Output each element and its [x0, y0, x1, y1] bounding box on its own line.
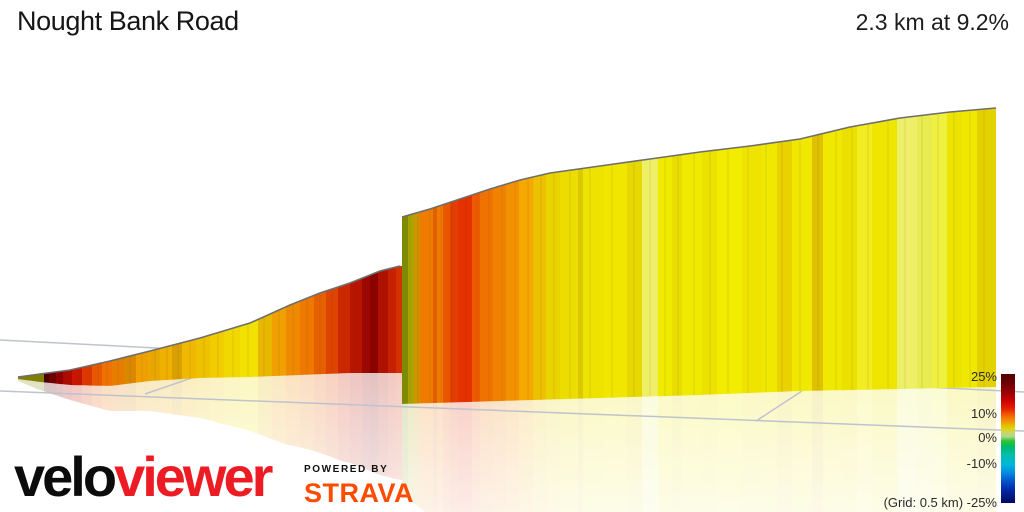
gradient-stripe — [388, 267, 396, 373]
gradient-stripe — [18, 373, 44, 383]
gradient-stripe — [872, 118, 897, 390]
gradient-stripe — [458, 195, 472, 403]
gradient-stripe — [546, 171, 560, 400]
veloviewer-logo-velo: velo — [14, 445, 117, 508]
legend-label: 0% — [978, 430, 997, 445]
gradient-stripe — [420, 208, 433, 404]
gradient-stripe — [450, 199, 458, 403]
legend-label: 25% — [970, 369, 997, 384]
legend-label: 10% — [970, 406, 997, 421]
gradient-stripe — [842, 125, 857, 391]
gradient-stripe — [493, 184, 506, 402]
gradient-stripe — [210, 330, 224, 378]
gradient-stripe — [172, 342, 182, 380]
gradient-stripe — [812, 133, 823, 391]
gradient-stripe — [378, 269, 388, 373]
gradient-stripe — [414, 211, 420, 404]
gradient-stripe — [506, 180, 519, 401]
page-title: Nought Bank Road — [17, 6, 239, 36]
gradient-stripe — [56, 370, 63, 385]
gradient-stripe — [437, 204, 443, 403]
gradient-legend-bar — [1001, 374, 1015, 503]
veloviewer-logo: veloviewer — [14, 449, 273, 505]
gradient-stripe — [792, 136, 812, 392]
gradient-stripe — [72, 367, 82, 386]
gradient-stripe — [160, 345, 172, 381]
gradient-stripe — [240, 319, 258, 378]
gradient-stripe — [49, 371, 56, 384]
profile-segment — [401, 107, 997, 404]
gradient-stripe — [658, 155, 672, 397]
gradient-stripe — [182, 339, 196, 380]
ground-grid-line — [755, 390, 803, 422]
gradient-stripe — [224, 326, 240, 378]
powered-by-label: POWERED BY — [304, 464, 389, 475]
gradient-stripe — [433, 206, 437, 404]
gradient-stripe — [272, 306, 286, 377]
gradient-stripe — [350, 278, 362, 373]
strava-attribution: POWERED BY STRAVA — [304, 464, 414, 509]
legend-label: -10% — [966, 456, 997, 471]
gradient-stripe — [396, 266, 402, 373]
gradient-stripe — [857, 123, 872, 390]
gradient-stripe — [300, 295, 314, 375]
gradient-stripe — [480, 188, 493, 402]
gradient-stripe — [112, 357, 124, 386]
gradient-stripe — [672, 154, 682, 396]
logo-background-blob — [0, 439, 425, 512]
gradient-stripe — [702, 150, 717, 395]
gradient-stripe — [823, 128, 842, 391]
gradient-stripe — [82, 365, 92, 386]
gradient-stripe — [402, 215, 408, 404]
gradient-stripe — [627, 160, 642, 398]
gradient-stripe — [777, 140, 792, 392]
gradient-stripe — [443, 202, 450, 403]
gradient-stripe — [196, 335, 210, 379]
gradient-stripe — [408, 213, 414, 404]
strava-logo: STRAVA — [304, 478, 414, 508]
gradient-stripe — [742, 144, 762, 394]
gradient-stripe — [560, 169, 578, 400]
gradient-stripe — [583, 165, 604, 399]
gradient-stripe — [362, 275, 370, 373]
gradient-stripe — [682, 151, 702, 396]
gradient-stripe — [917, 114, 932, 389]
legend-label: (Grid: 0.5 km) -25% — [883, 495, 997, 510]
gradient-stripe — [962, 109, 977, 388]
gradient-stripe — [102, 360, 112, 386]
gradient-stripe — [314, 291, 326, 375]
gradient-stripe — [472, 192, 480, 402]
gradient-stripe — [977, 108, 996, 388]
gradient-stripe — [642, 157, 658, 397]
gradient-stripe — [717, 147, 742, 395]
gradient-stripe — [370, 271, 378, 373]
profile-segment — [17, 265, 402, 386]
gradient-stripe — [124, 354, 136, 385]
gradient-stripe — [338, 283, 350, 374]
ground-grid-line — [0, 390, 1024, 432]
gradient-stripe — [519, 177, 533, 401]
gradient-stripe — [578, 168, 583, 399]
gradient-stripe — [258, 313, 272, 377]
veloviewer-logo-viewer: viewer — [114, 445, 273, 508]
gradient-stripe — [947, 111, 962, 388]
gradient-stripe — [604, 162, 627, 398]
climb-summary: 2.3 km at 9.2% — [855, 9, 1009, 35]
gradient-stripe — [897, 116, 917, 390]
gradient-stripe — [63, 369, 72, 386]
gradient-stripe — [326, 287, 338, 374]
profile-top-outline — [17, 265, 401, 378]
gradient-stripe — [286, 301, 300, 376]
gradient-stripe — [762, 142, 777, 393]
gradient-stripe — [932, 112, 947, 389]
gradient-stripe — [136, 351, 148, 383]
gradient-stripe — [92, 362, 102, 386]
gradient-stripe — [533, 173, 546, 400]
gradient-stripe — [44, 372, 49, 383]
profile-top-outline — [401, 107, 997, 218]
gradient-stripe — [148, 348, 160, 382]
